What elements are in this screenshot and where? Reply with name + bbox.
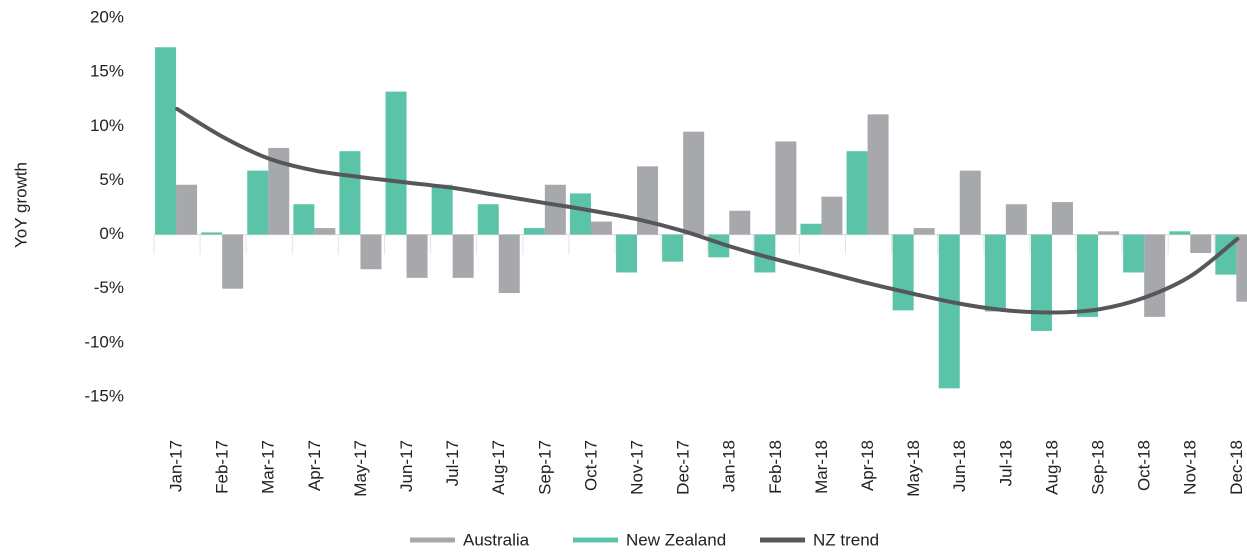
bar [1005, 204, 1027, 235]
bar [959, 170, 981, 235]
bar [892, 234, 914, 311]
x-tick-label: Dec-18 [1227, 440, 1246, 495]
bar [1190, 234, 1212, 253]
y-tick-label: 15% [90, 62, 124, 81]
y-tick-label: -5% [94, 278, 124, 297]
x-tick-label: Sep-17 [535, 440, 554, 495]
bar [1098, 231, 1120, 235]
y-tick-label: -10% [84, 332, 124, 351]
bar [775, 141, 797, 235]
bar [1051, 202, 1073, 235]
x-tick-label: Jan-18 [720, 440, 739, 492]
bar [616, 234, 638, 273]
x-tick-label: Nov-18 [1181, 440, 1200, 495]
y-tick-label: 5% [99, 170, 124, 189]
y-tick-label: 0% [99, 224, 124, 243]
x-tick-label: Oct-17 [581, 440, 600, 491]
legend-label: Australia [463, 530, 530, 549]
x-tick-label: Feb-18 [766, 440, 785, 494]
bar [984, 234, 1006, 312]
bar [544, 184, 566, 235]
bar [1144, 234, 1166, 317]
bar [385, 91, 407, 235]
x-tick-label: Dec-17 [674, 440, 693, 495]
bar [800, 223, 822, 235]
y-tick-label: -15% [84, 386, 124, 405]
x-tick-label: Oct-18 [1135, 440, 1154, 491]
bar [201, 232, 223, 235]
x-tick-label: Jul-17 [443, 440, 462, 486]
x-tick-label: Aug-17 [489, 440, 508, 495]
bar [477, 204, 499, 235]
bar [1169, 231, 1191, 235]
bar [155, 47, 177, 235]
bar [590, 221, 612, 235]
x-tick-label: May-18 [904, 440, 923, 497]
bar [846, 151, 868, 235]
bar [1123, 234, 1145, 273]
x-tick-label: Mar-18 [812, 440, 831, 494]
x-tick-label: Jan-17 [167, 440, 186, 492]
bar [867, 114, 889, 235]
bar [1236, 234, 1247, 302]
x-tick-label: Nov-17 [628, 440, 647, 495]
x-tick-label: Jun-18 [950, 440, 969, 492]
x-tick-label: Jun-17 [397, 440, 416, 492]
bar [683, 131, 705, 235]
bar [523, 228, 545, 235]
bar [268, 147, 290, 235]
bar [729, 210, 751, 235]
bar [293, 204, 315, 235]
legend-label: New Zealand [626, 530, 726, 549]
bar [754, 234, 776, 273]
bar [662, 234, 684, 262]
bar [176, 184, 198, 235]
bar [431, 184, 453, 235]
bar [498, 234, 520, 294]
bar [938, 234, 960, 389]
x-tick-label: Feb-17 [213, 440, 232, 494]
bar [360, 234, 382, 270]
bar [821, 196, 843, 235]
bar [1077, 234, 1099, 317]
bar [339, 151, 361, 235]
x-tick-label: Apr-18 [858, 440, 877, 491]
trend-line [175, 106, 1240, 315]
bar [452, 234, 474, 278]
bar [406, 234, 428, 278]
bar [247, 170, 269, 235]
bar [569, 193, 591, 235]
y-axis-label: YoY growth [11, 162, 30, 248]
bar [222, 234, 244, 289]
x-tick-label: Sep-18 [1089, 440, 1108, 495]
bar [1030, 234, 1052, 331]
x-tick-label: Jul-18 [996, 440, 1015, 486]
x-tick-label: Mar-17 [259, 440, 278, 494]
y-tick-label: 20% [90, 7, 124, 26]
bar [314, 228, 336, 235]
x-tick-label: Apr-17 [305, 440, 324, 491]
y-tick-label: 10% [90, 116, 124, 135]
x-tick-label: May-17 [351, 440, 370, 497]
legend-label: NZ trend [813, 530, 879, 549]
bar [913, 228, 935, 235]
bar [637, 166, 659, 235]
x-tick-label: Aug-18 [1042, 440, 1061, 495]
